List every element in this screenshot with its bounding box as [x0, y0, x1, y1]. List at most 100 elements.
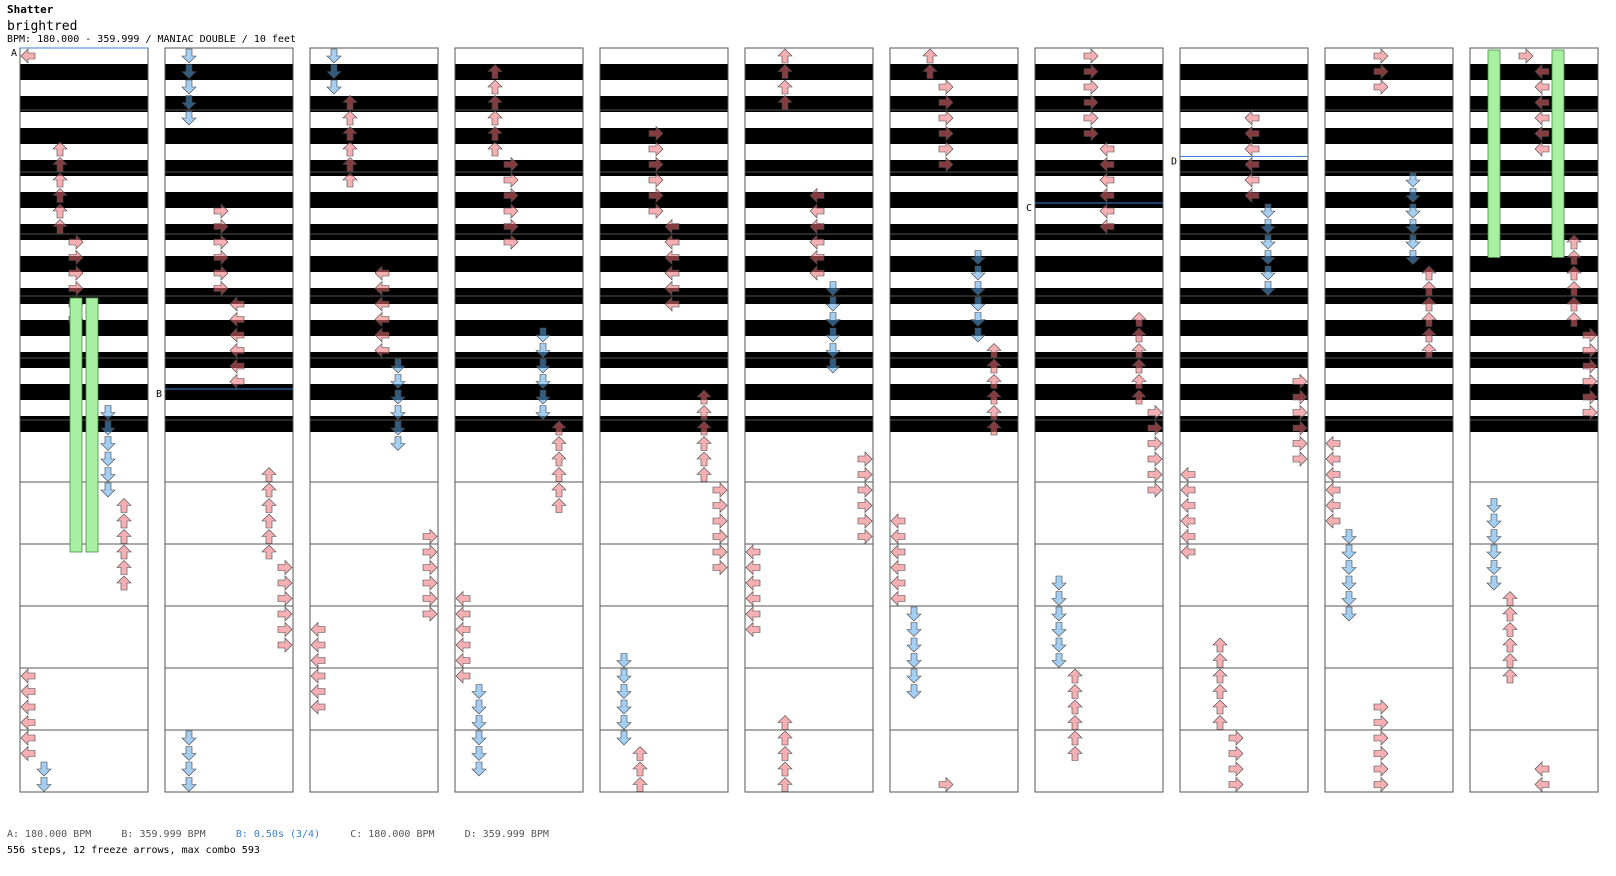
arrow-up: [1566, 250, 1582, 265]
arrow-right: [857, 513, 873, 529]
arrow-up: [261, 498, 277, 513]
stripe: [890, 256, 1018, 272]
arrow-down: [1405, 172, 1421, 188]
arrow-down: [535, 327, 551, 343]
arrow-left: [664, 265, 680, 281]
arrow-left: [1534, 94, 1550, 111]
arrow-down: [535, 389, 551, 405]
chart-column-7: [889, 47, 1019, 793]
arrow-left: [1534, 79, 1550, 95]
arrow-left: [229, 296, 245, 312]
arrow-down: [100, 482, 116, 498]
arrow-left: [1534, 63, 1550, 80]
arrow-left: [1180, 528, 1196, 545]
stripe: [20, 384, 148, 400]
stripe: [20, 96, 148, 112]
stripe: [745, 352, 873, 368]
arrow-right: [213, 234, 229, 250]
stripe: [20, 160, 148, 176]
arrow-left: [1099, 156, 1115, 173]
stripe: [1180, 160, 1308, 176]
stripe: [310, 320, 438, 336]
arrow-left: [745, 544, 761, 560]
arrow-right: [213, 203, 229, 219]
arrow-left: [455, 606, 471, 622]
stripe: [1470, 352, 1598, 368]
stripe: [890, 128, 1018, 144]
arrow-down: [535, 358, 551, 374]
arrow-left: [664, 296, 680, 312]
arrow-up: [1566, 312, 1582, 327]
arrow-down: [326, 48, 342, 64]
arrow-down: [825, 296, 841, 312]
arrow-right: [938, 156, 954, 173]
arrow-right: [1147, 404, 1163, 421]
arrow-left: [809, 203, 825, 219]
arrow-down: [1405, 188, 1421, 203]
arrow-right: [857, 482, 873, 498]
stripe: [165, 160, 293, 176]
stripe: [1035, 352, 1163, 368]
arrow-left: [20, 683, 36, 700]
legend-b: B: 359.999 BPM: [121, 829, 206, 840]
arrow-right: [1292, 373, 1308, 390]
arrow-right: [1373, 714, 1389, 731]
arrow-right: [712, 559, 728, 576]
stripe: [890, 416, 1018, 432]
arrow-right: [1582, 389, 1598, 405]
stripe: [745, 416, 873, 432]
arrow-right: [422, 575, 438, 591]
arrow-down: [1260, 250, 1276, 265]
stripe: [1470, 256, 1598, 272]
arrow-down: [616, 730, 632, 746]
arrow-left: [1244, 156, 1260, 173]
arrow-up: [1131, 327, 1147, 343]
arrow-right: [422, 590, 438, 607]
stripe: [745, 96, 873, 112]
arrow-down: [906, 606, 922, 622]
arrow-up: [777, 79, 793, 95]
stripe: [600, 160, 728, 176]
legend-c: C: 180.000 BPM: [350, 829, 435, 840]
arrow-up: [986, 420, 1002, 436]
arrow-down: [326, 64, 342, 79]
arrow-up: [922, 64, 938, 79]
arrow-up: [52, 157, 68, 172]
arrow-right: [503, 218, 519, 235]
arrow-down: [1260, 265, 1276, 281]
arrow-down: [616, 684, 632, 699]
arrow-right: [1518, 48, 1534, 64]
arrow-left: [1180, 466, 1196, 483]
stripe: [1180, 256, 1308, 272]
arrow-down: [1405, 219, 1421, 234]
arrow-down: [1051, 591, 1067, 606]
arrow-left: [20, 714, 36, 731]
arrow-right: [422, 559, 438, 576]
arrow-left: [455, 621, 471, 638]
arrow-left: [455, 668, 471, 684]
arrow-right: [712, 513, 728, 529]
arrow-right: [277, 606, 293, 622]
stripe: [455, 64, 583, 80]
song-artist: brightred: [7, 19, 78, 34]
arrow-left: [374, 265, 390, 281]
arrow-down: [100, 467, 116, 482]
arrow-down: [535, 343, 551, 358]
arrow-right: [1373, 761, 1389, 777]
arrow-down: [906, 637, 922, 653]
arrow-down: [825, 358, 841, 374]
arrow-down: [825, 312, 841, 327]
arrow-up: [52, 172, 68, 188]
arrow-right: [1147, 466, 1163, 483]
arrow-down: [906, 684, 922, 699]
arrow-right: [1083, 79, 1099, 95]
stripe: [1325, 384, 1453, 400]
arrow-left: [1180, 544, 1196, 560]
stripe: [455, 320, 583, 336]
arrow-down: [181, 110, 197, 126]
arrow-up: [1131, 374, 1147, 389]
arrow-down: [1405, 250, 1421, 265]
arrow-left: [374, 327, 390, 343]
arrow-down: [1405, 203, 1421, 219]
arrow-up: [342, 126, 358, 141]
